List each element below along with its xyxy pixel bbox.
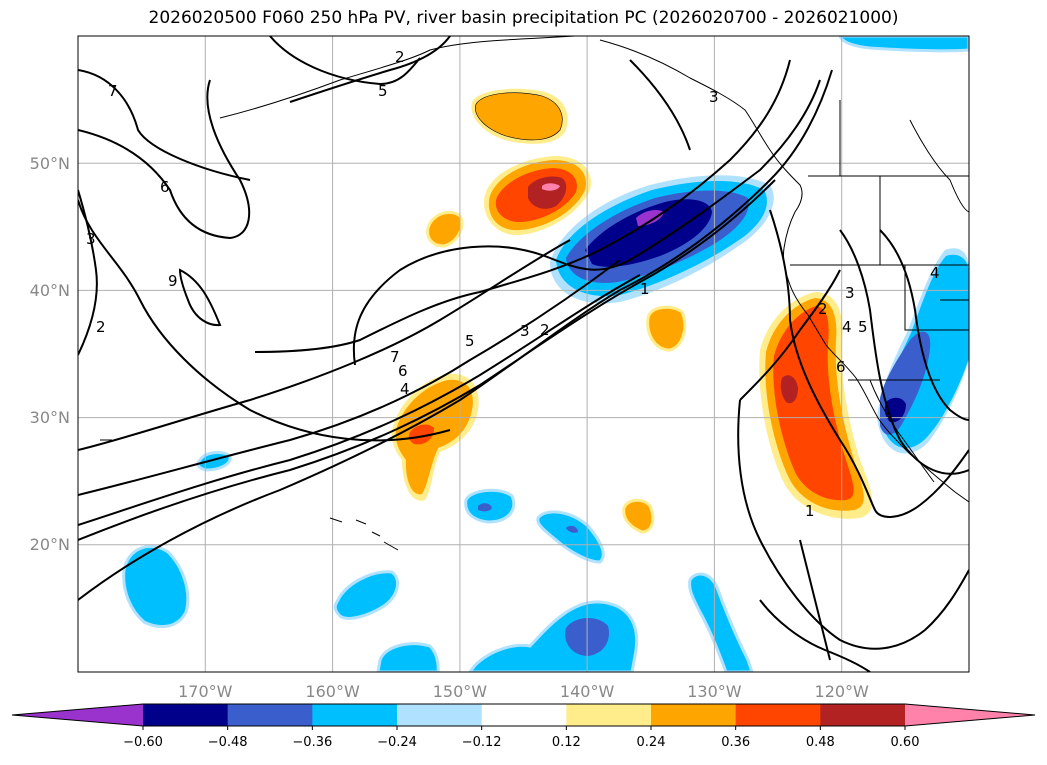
negative-anomaly-southeast [688,572,754,672]
colorbar-tick-label: 0.60 [891,735,920,750]
colorbar-tick-label: −0.48 [208,735,248,750]
pv-label: 7 [108,82,118,100]
pv-label: 5 [378,82,388,100]
pv-label: 6 [160,178,170,196]
colorbar-segment [397,704,483,726]
colorbar-tick-label: −0.36 [292,735,332,750]
colorbar-tick-label: −0.60 [123,735,163,750]
pv-label: 5 [858,318,868,336]
pv-label: 5 [465,332,475,350]
colorbar-tick-label: −0.24 [377,735,417,750]
colorbar-tick-label: −0.12 [462,735,502,750]
pv-label: 1 [640,280,650,298]
colorbar-tick-label: 0.36 [721,735,750,750]
lat-tick: 40°N [30,281,70,300]
colorbar-segment [227,704,313,726]
pv-label: 6 [836,358,846,376]
figure-title: 2026020500 F060 250 hPa PV, river basin … [148,8,899,28]
lon-tick: 120°W [815,682,870,701]
pv-label: 4 [930,264,940,282]
negative-anomaly-northeast [838,36,969,53]
graticule [78,36,969,672]
pv-label: 1 [805,502,815,520]
pv-label: 6 [398,362,408,380]
lon-tick: 170°W [178,682,233,701]
lon-tick: 160°W [305,682,360,701]
pv-label: 3 [845,284,855,302]
pv-label: 2 [96,318,106,336]
lat-tick-labels: 20°N 30°N 40°N 50°N [30,154,70,554]
pv-contour-labels: 1 2 3 4 5 6 7 2 3 4 5 6 7 1 2 3 4 5 6 9 … [86,48,940,520]
colorbar: −0.60 −0.48 −0.36 −0.24 −0.12 0.12 0.24 0.36 0.4… [11,703,1036,750]
positive-anomaly-center [484,156,591,236]
pv-label: 7 [390,348,400,366]
negative-anomaly-west [122,544,190,629]
lat-tick: 30°N [30,408,70,427]
positive-anomaly-small-2 [622,498,655,534]
colorbar-tick-label: 0.48 [806,735,835,750]
coastlines [100,36,969,551]
colorbar-extend-min [12,704,143,726]
colorbar-segment [481,704,567,726]
lat-tick: 20°N [30,535,70,554]
colorbar-segment [820,704,906,726]
negative-anomaly-southwest-pacific [333,570,400,620]
pv-label: 3 [709,88,719,106]
lon-tick: 140°W [560,682,615,701]
colorbar-segment [566,704,652,726]
lon-tick: 150°W [433,682,488,701]
positive-anomaly-california [759,292,873,519]
lon-tick: 130°W [687,682,742,701]
pv-label: 2 [540,321,550,339]
positive-anomaly-north [471,88,568,144]
pv-contours [78,36,969,672]
lat-tick: 50°N [30,154,70,173]
pv-label: 4 [400,380,410,398]
positive-anomaly-offshore [646,305,687,352]
pv-label: 2 [818,300,828,318]
colorbar-tick-label: 0.12 [552,735,581,750]
lon-tick-labels: 170°W 160°W 150°W 140°W 130°W 120°W [178,682,869,701]
colorbar-segment [735,704,821,726]
colorbar-tick-label: 0.24 [637,735,666,750]
pv-label: 3 [86,230,96,248]
colorbar-segment [312,704,398,726]
colorbar-segment [651,704,737,726]
positive-anomaly-hawaii-north [391,373,479,501]
colorbar-extend-max [905,704,1035,726]
pv-label: 3 [520,322,530,340]
pv-label: 9 [168,272,178,290]
negative-anomaly-central-small [464,488,516,524]
precip-shading [122,36,969,672]
pv-label: 4 [842,318,852,336]
map-frame [77,35,970,673]
pv-label: 2 [395,48,405,66]
colorbar-segment [143,704,229,726]
